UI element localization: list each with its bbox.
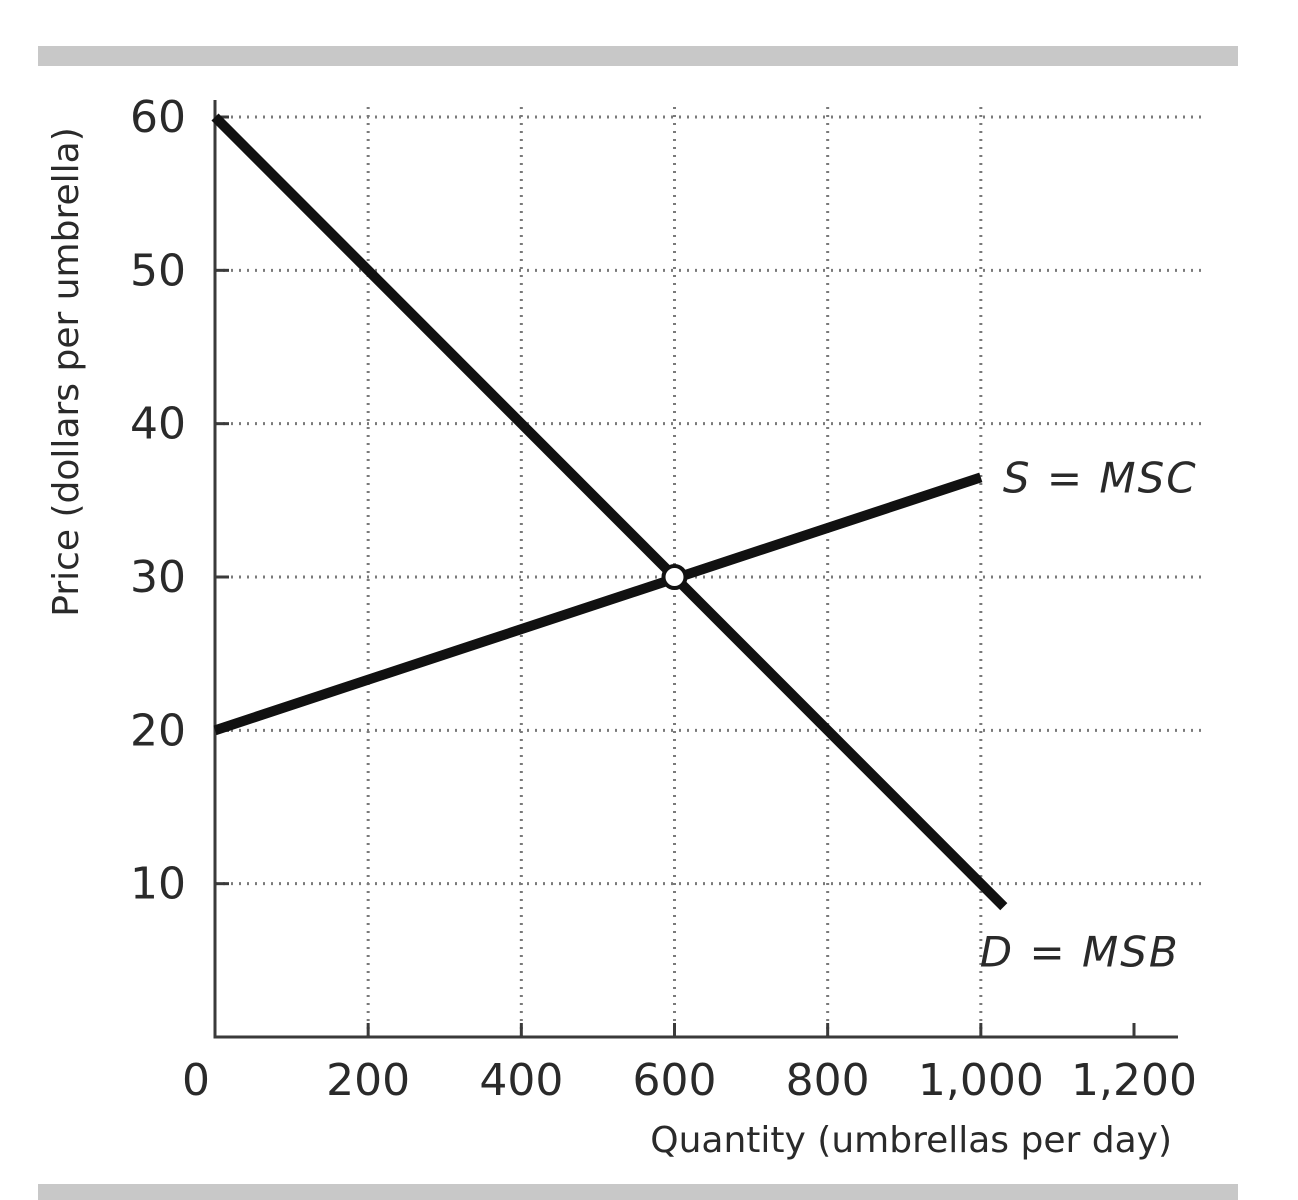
demand-curve-label: D = MSB (980, 928, 1180, 977)
axis-lines (213, 100, 1178, 1039)
demand-curve-line (211, 113, 1008, 911)
curves (211, 113, 1008, 911)
y-tick-label-60: 60 (130, 92, 186, 143)
y-tick-label-50: 50 (130, 245, 186, 296)
grid (215, 104, 1205, 1037)
y-tick-label-20: 20 (130, 705, 186, 756)
y-tick-label-30: 30 (130, 552, 186, 603)
supply-curve-line (213, 472, 983, 736)
y-axis-title: Price (dollars per umbrella) (46, 127, 87, 617)
equilibrium-point (661, 564, 688, 590)
x-axis-title: Quantity (umbrellas per day) (650, 1120, 1172, 1161)
y-tick-label-40: 40 (130, 399, 186, 450)
supply-curve-label: S = MSC (1003, 453, 1198, 502)
axes (213, 100, 1178, 1039)
curve-labels: S = MSC D = MSB (980, 453, 1198, 977)
x-tick-label-400: 400 (479, 1055, 563, 1106)
bottom-rule (38, 1184, 1238, 1200)
x-tick-label-600: 600 (633, 1055, 717, 1106)
y-tick-label-10: 10 (130, 859, 186, 910)
x-tick-label-1200: 1,200 (1071, 1055, 1197, 1106)
x-tick-label-200: 200 (326, 1055, 410, 1106)
x-tick-label-1000: 1,000 (918, 1055, 1044, 1106)
tick-labels: 0 200 400 600 800 1,000 1,200 10 20 30 40 50 60 (130, 92, 1197, 1106)
top-rule (38, 46, 1238, 66)
x-tick-label-800: 800 (786, 1055, 870, 1106)
origin-label: 0 (182, 1055, 210, 1106)
